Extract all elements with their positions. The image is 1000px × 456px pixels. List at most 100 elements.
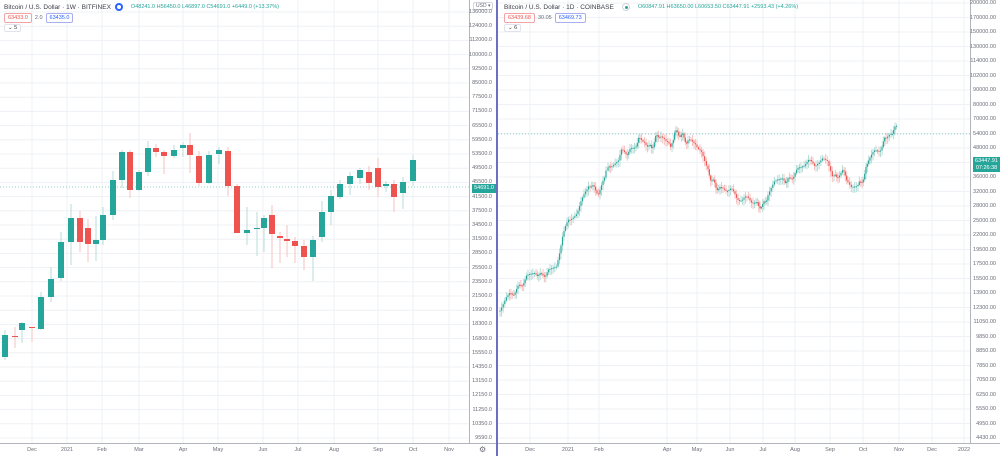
price-tick: 70000.00	[973, 116, 996, 122]
price-tick: 10350.0	[472, 420, 492, 427]
time-label: Feb	[97, 447, 107, 453]
price-tick: 54000.00	[973, 130, 996, 137]
time-label: Apr	[662, 447, 672, 453]
price-tick: 85000.0	[472, 80, 492, 86]
chart-pane-daily-coinbase[interactable]: Bitcoin / U.S. Dollar · 1D · COINBASE O6…	[498, 0, 1000, 456]
candlestick-plot-weekly[interactable]	[0, 0, 469, 443]
weekly-candles-canvas[interactable]	[0, 0, 469, 443]
time-label: Oct	[858, 447, 868, 453]
price-tick: 90000.00	[973, 87, 996, 93]
price-tick: 6250.00	[976, 391, 996, 398]
ohlc-values: O48241.0 H56450.0 L46897.0 C54691.0 +644…	[130, 4, 279, 10]
market-open-icon	[621, 3, 630, 11]
buy-button[interactable]: 63435.0	[45, 13, 74, 23]
indicators-collapse-button[interactable]: ⌄ 5	[4, 24, 22, 32]
price-tick: 112000.0	[469, 37, 492, 44]
time-label: Dec	[927, 447, 937, 453]
price-tick: 11250.0	[472, 406, 492, 413]
time-label: Feb	[594, 447, 604, 453]
price-tick: 13150.0	[472, 378, 492, 385]
price-tick: 19900.0	[472, 307, 492, 314]
symbol-legend: Bitcoin / U.S. Dollar · 1D · COINBASE O6…	[504, 3, 798, 11]
spread-value: 2.0	[34, 15, 43, 21]
price-tick: 7850.00	[976, 362, 996, 369]
last-price-value: 63447.91	[975, 158, 998, 164]
chart-pane-weekly-bitfinex[interactable]: Bitcoin / U.S. Dollar · 1W · BITFINEX O4…	[0, 0, 496, 456]
price-tick: 36000.00	[973, 174, 996, 180]
time-axis[interactable]: Dec 2021 Feb Mar Apr May Jun Jul Aug Sep Oct Nov	[0, 443, 469, 456]
price-tick: 71500.0	[472, 108, 492, 115]
time-label: Sep	[825, 447, 835, 453]
time-label: 2022	[957, 447, 971, 453]
buy-button[interactable]: 63469.73	[554, 13, 586, 23]
price-tick: 17500.00	[973, 261, 996, 267]
time-axis-corner: ⚙	[469, 443, 496, 456]
price-tick: 150000.00	[970, 29, 996, 35]
spread-value: 30.05	[537, 15, 552, 21]
price-tick: 200000.00	[970, 0, 996, 6]
time-label: 2021	[561, 447, 575, 453]
time-label: 2021	[60, 447, 74, 453]
sell-button[interactable]: 63439.68	[504, 13, 535, 23]
candlestick-plot-daily[interactable]	[498, 0, 970, 443]
price-scale[interactable]: 200000.00 170000.00 150000.00 130000.00 1140…	[970, 0, 1000, 443]
price-tick: 31500.0	[472, 236, 492, 243]
price-tick: 28500.0	[472, 250, 492, 257]
price-tick: 13900.00	[973, 290, 996, 296]
daily-candles-canvas[interactable]	[498, 0, 970, 443]
time-label: May	[691, 447, 703, 453]
price-tick: 25000.00	[973, 217, 996, 224]
price-tick: 9590.0	[475, 435, 492, 441]
time-label: May	[212, 447, 224, 453]
price-tick: 11050.00	[973, 319, 996, 325]
time-label: Nov	[444, 447, 454, 453]
price-scale[interactable]: USD ▾ 136000.0 124000.0 112000.0 100000.0 92…	[469, 0, 496, 443]
symbol-title[interactable]: Bitcoin / U.S. Dollar · 1D · COINBASE	[504, 3, 614, 11]
time-label: Aug	[790, 447, 800, 453]
price-tick: 77500.0	[472, 94, 492, 101]
currency-selector[interactable]: USD ▾	[473, 2, 494, 10]
price-tick: 59500.0	[472, 136, 492, 143]
price-tick: 14350.0	[472, 364, 492, 370]
price-tick: 92500.0	[472, 65, 492, 72]
time-label: Jun	[725, 447, 735, 453]
price-tick: 102000.00	[970, 72, 996, 79]
price-tick: 21500.0	[472, 293, 492, 299]
price-tick: 53500.0	[472, 151, 492, 157]
time-label: Mar	[134, 447, 144, 453]
price-tick: 34500.0	[472, 222, 492, 228]
price-tick: 130000.00	[970, 43, 996, 50]
price-tick: 9850.00	[976, 333, 996, 340]
price-tick: 23500.0	[472, 278, 492, 285]
time-label: Dec	[27, 447, 37, 453]
price-tick: 32000.00	[973, 188, 996, 195]
time-label: Dec	[525, 447, 535, 453]
bar-countdown: 07:26:38	[975, 164, 998, 171]
symbol-title[interactable]: Bitcoin / U.S. Dollar · 1W · BITFINEX	[4, 3, 111, 11]
time-label: Jul	[294, 447, 302, 453]
time-axis[interactable]: Dec 2021 Feb Apr May Jun Jul Aug Sep Oct Nov Dec 202…	[498, 443, 1000, 456]
pane-divider[interactable]	[496, 0, 498, 456]
time-label: Sep	[373, 447, 383, 453]
price-tick: 12300.00	[973, 304, 996, 311]
price-tick: 4950.00	[976, 420, 996, 427]
price-tick: 48000.00	[973, 145, 996, 151]
time-label: Oct	[408, 447, 418, 453]
last-price-label: 54691.0	[472, 184, 496, 193]
ohlc-values: O60847.91 H63650.00 L60653.50 C63447.91 …	[637, 4, 799, 10]
indicators-collapse-button[interactable]: ⌄ 6	[504, 24, 522, 32]
buy-sell-panel: 63439.68 30.05 63469.73	[504, 13, 586, 23]
gear-icon[interactable]: ⚙	[479, 445, 487, 454]
last-price-label: 63447.91 07:26:38	[973, 157, 1000, 173]
sell-button[interactable]: 63433.0	[4, 13, 32, 23]
price-tick: 7050.00	[976, 377, 996, 383]
price-tick: 18300.0	[472, 321, 492, 328]
time-label: Apr	[178, 447, 188, 453]
price-tick: 114000.00	[970, 58, 996, 64]
price-tick: 136000.0	[469, 9, 492, 15]
price-tick: 16800.0	[472, 335, 492, 342]
price-tick: 22000.00	[973, 232, 996, 238]
price-tick: 170000.00	[970, 14, 996, 21]
time-label: Jun	[258, 447, 268, 453]
price-tick: 8850.00	[976, 348, 996, 354]
